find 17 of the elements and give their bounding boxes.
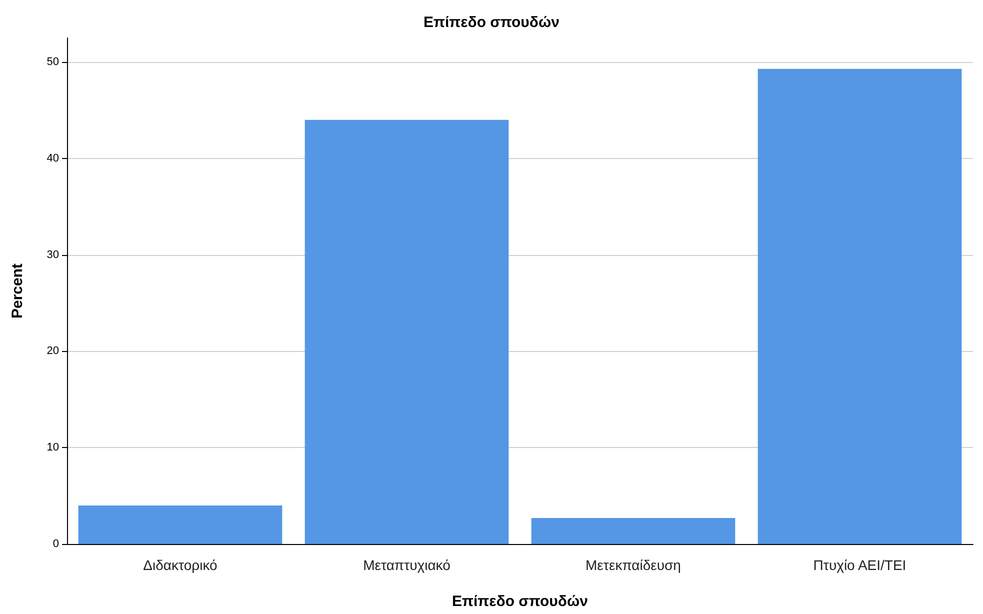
x-axis-title: Επίπεδο σπουδών xyxy=(452,593,588,610)
bar xyxy=(531,518,736,544)
x-tick-label: Μετεκπαίδευση xyxy=(586,557,681,573)
chart-title: Επίπεδο σπουδών xyxy=(423,14,560,31)
x-tick-label: Πτυχίο ΑΕΙ/ΤΕΙ xyxy=(813,557,906,573)
bar xyxy=(758,68,962,544)
y-axis-title: Percent xyxy=(9,263,26,319)
y-tick-label: 20 xyxy=(46,345,59,358)
x-tick-label: Μεταπτυχιακό xyxy=(363,557,451,573)
y-tick-label: 40 xyxy=(46,152,59,164)
y-tick-label: 10 xyxy=(46,442,59,454)
y-tick-label: 50 xyxy=(46,56,59,68)
y-tick-label: 30 xyxy=(46,248,59,261)
bar xyxy=(78,505,282,544)
bar xyxy=(304,120,509,544)
y-tick-label: 0 xyxy=(52,538,59,550)
x-tick-label: Διδακτορικό xyxy=(143,557,218,573)
